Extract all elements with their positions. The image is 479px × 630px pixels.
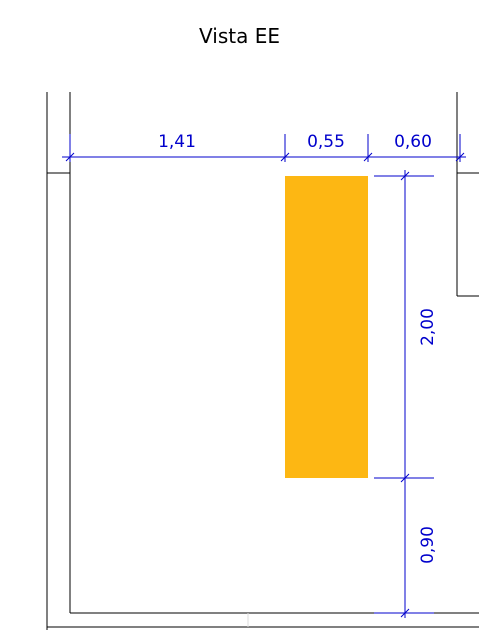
vdim-slash-3 <box>400 608 410 618</box>
vdim-label-2: 0,90 <box>418 526 438 564</box>
vdim-slash-2 <box>400 473 410 483</box>
walls <box>46 92 479 630</box>
opening-rectangle <box>285 176 368 478</box>
vdim-label-1: 2,00 <box>418 308 438 346</box>
dim-slash-2 <box>280 152 290 162</box>
dim-slash-1 <box>65 152 75 162</box>
horizontal-dimension-chain <box>62 134 466 162</box>
view-title: Vista EE <box>199 24 280 48</box>
dim-label-1: 1,41 <box>158 132 196 152</box>
dim-slash-4 <box>455 152 465 162</box>
dim-slash-3 <box>363 152 373 162</box>
dim-label-2: 0,55 <box>307 132 345 152</box>
vdim-slash-1 <box>400 171 410 181</box>
dim-label-3: 0,60 <box>394 132 432 152</box>
vertical-dimension-chain <box>374 170 434 618</box>
